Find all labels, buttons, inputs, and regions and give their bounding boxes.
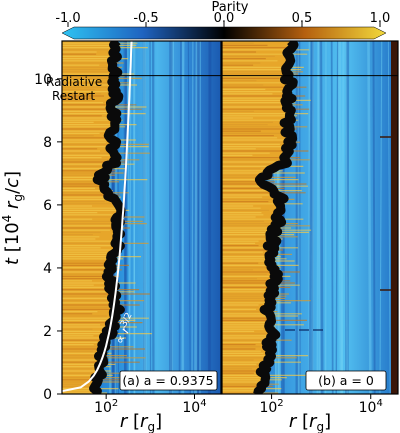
x-axis-title-panel-a: r [rg] bbox=[120, 411, 162, 433]
streak bbox=[316, 41, 319, 394]
panel-b-boundary bbox=[253, 41, 299, 394]
y-axis: 0 2 4 6 8 10 bbox=[34, 72, 62, 403]
y-tick-label: 8 bbox=[43, 135, 52, 151]
x-axis-panel-b: 102 104 bbox=[259, 394, 383, 416]
y-tick-label: 2 bbox=[43, 324, 52, 340]
y-tick-label: 0 bbox=[43, 387, 52, 403]
streak bbox=[319, 41, 324, 394]
colorbar-gradient bbox=[61, 26, 387, 40]
streak bbox=[345, 41, 348, 394]
streak bbox=[330, 41, 334, 394]
x-axis-panel-a: 102 104 bbox=[94, 394, 207, 416]
streak bbox=[345, 41, 350, 394]
panel-b-frame bbox=[221, 40, 399, 395]
panel-b bbox=[222, 41, 398, 394]
annotation-restart: Restart bbox=[52, 89, 95, 103]
streak bbox=[194, 41, 199, 394]
panel-a bbox=[62, 41, 221, 394]
streak bbox=[340, 41, 345, 394]
annotation-radiative: Radiative bbox=[46, 75, 102, 89]
streak bbox=[169, 41, 175, 394]
streak bbox=[387, 41, 391, 394]
streak bbox=[311, 41, 314, 394]
panel-b-label-box bbox=[305, 370, 387, 391]
x-tick-label: 102 bbox=[94, 398, 118, 416]
streak bbox=[142, 41, 147, 394]
colorbar: Parity -1.0 -0.5 0.0 0.5 1.0 bbox=[55, 0, 390, 40]
x-tick-label: 102 bbox=[259, 398, 283, 416]
x-tick-label: 104 bbox=[182, 398, 206, 416]
streak bbox=[181, 41, 185, 394]
y-axis-title: t [104 rg/c] bbox=[0, 171, 25, 265]
streak bbox=[379, 41, 383, 394]
x-axis-title-panel-b: r [rg] bbox=[289, 411, 331, 433]
colorbar-label: Parity bbox=[212, 0, 249, 15]
streak bbox=[187, 41, 191, 394]
streak bbox=[335, 41, 339, 394]
colorbar-tick-label: 1.0 bbox=[370, 11, 391, 26]
streak bbox=[149, 41, 152, 394]
colorbar-tick-label: 0.0 bbox=[214, 11, 235, 26]
colorbar-tick-label: -0.5 bbox=[133, 11, 158, 26]
streak bbox=[208, 41, 212, 394]
colorbar-ticks: -1.0 -0.5 0.0 0.5 1.0 bbox=[55, 11, 390, 27]
streak bbox=[367, 41, 372, 394]
panel-a-label-box bbox=[119, 370, 218, 391]
streak bbox=[178, 41, 182, 394]
panel-b-outer-edge bbox=[391, 41, 398, 394]
y-tick-label: 6 bbox=[43, 198, 52, 214]
streak bbox=[337, 41, 344, 394]
panel-b-label: (b) a = 0 bbox=[318, 373, 374, 388]
streak bbox=[372, 41, 376, 394]
y-tick-label: 4 bbox=[43, 261, 52, 277]
streak bbox=[191, 41, 194, 394]
colorbar-tick-label: 0.5 bbox=[292, 11, 313, 26]
panel-a-frame bbox=[61, 40, 222, 395]
streak bbox=[308, 41, 313, 394]
panel-a-guide-curve bbox=[62, 41, 133, 393]
streak bbox=[311, 41, 315, 394]
y-tick-label: 10 bbox=[34, 72, 52, 88]
panel-a-boundary bbox=[89, 41, 126, 394]
panel-b-positive-streaks bbox=[222, 41, 312, 394]
streak bbox=[317, 41, 321, 394]
x-tick-label: 104 bbox=[359, 398, 383, 416]
streak bbox=[181, 41, 185, 394]
panel-a-label: (a) a = 0.9375 bbox=[122, 373, 213, 388]
colorbar-tick-label: -1.0 bbox=[55, 11, 80, 26]
